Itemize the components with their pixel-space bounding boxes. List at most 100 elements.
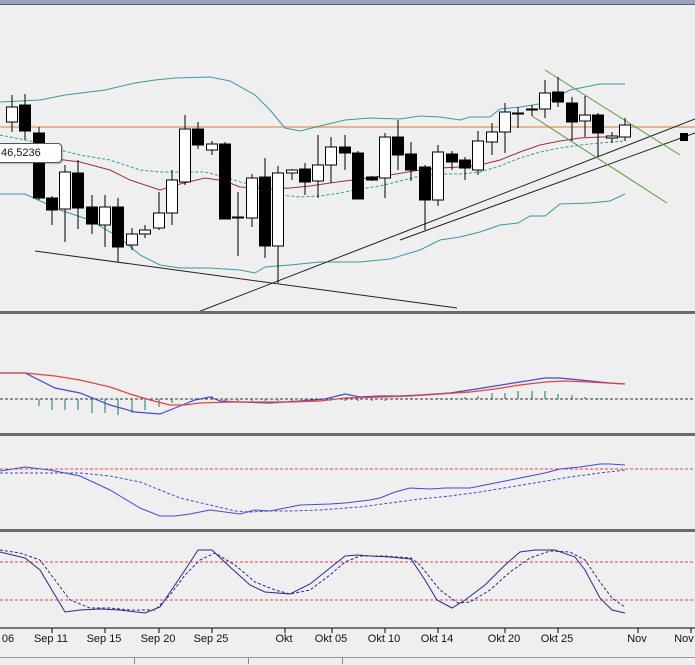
candlestick [592,113,604,157]
candle-body-bearish [405,153,417,171]
candlestick [379,133,391,198]
candle-body-bearish [446,153,458,163]
macd-panel[interactable] [0,372,695,415]
candle-body-bullish [153,212,165,229]
price-panel[interactable] [0,69,695,313]
candle-body-bullish [166,179,178,214]
oscillator-panel[interactable] [0,463,695,517]
candlestick [526,105,538,116]
x-axis-label: Sep 15 [86,633,122,645]
candle-body-bullish [579,114,591,122]
x-axis-label: Nov [674,633,694,645]
candlestick [566,97,578,141]
candle-body-bullish [126,233,138,246]
candlestick [126,228,138,250]
candle-body-bullish [6,106,18,123]
candle-body-bullish [139,229,151,235]
candle-body-bearish [19,104,31,132]
candle-body-bullish [59,171,71,210]
candle-body-bearish [46,197,58,211]
x-axis-label: Okt 20 [487,633,521,645]
candlestick [72,160,84,229]
candlestick [552,77,564,107]
candle-body-bullish [99,206,111,226]
candle-body-bullish [379,136,391,179]
candlestick [179,115,191,185]
candlestick [472,131,484,175]
candle-body-bullish [512,112,524,115]
x-axis-label: Okt 10 [367,633,401,645]
status-divider [248,658,249,664]
candlestick [619,118,631,141]
candle-body-bearish [33,132,45,199]
candlestick [339,135,351,170]
candle-body-bullish [472,140,484,171]
candlestick [19,94,31,140]
trendline [34,250,458,309]
candle-body-bullish [432,151,444,201]
candle-body-bullish [206,143,218,151]
last-price-marker [680,133,688,141]
stochastic-panel[interactable] [0,549,695,614]
panel-separator[interactable] [0,311,695,314]
x-axis-label: Sep 11 [33,633,69,645]
price-tooltip: 46,5236 [0,143,62,163]
candle-body-bullish [539,92,551,110]
candlestick [192,122,204,149]
oscillator-main-line [0,463,626,517]
candlestick [166,170,178,225]
candle-body-bearish [299,168,311,183]
candle-body-bearish [192,128,204,146]
candle-body-bearish [352,152,364,200]
candlestick [99,195,111,247]
candle-body-bullish [325,146,337,166]
candlestick [139,225,151,238]
candlestick [299,163,311,195]
status-divider [134,658,135,664]
x-axis-label: Nov [627,633,647,645]
candle-body-bearish [232,216,244,219]
oscillator-signal-line [0,469,626,513]
macd-macd-line [0,372,626,415]
candlestick [86,195,98,234]
candlestick [606,132,618,143]
candlestick [33,127,45,200]
bollinger-lower-band [0,193,626,274]
candlestick [246,174,258,227]
candlestick [486,123,498,155]
x-axis-label: Okt 25 [540,633,574,645]
window-title-bar [0,0,695,5]
candlestick [366,176,378,181]
candlestick [219,142,231,220]
trendline [531,115,668,204]
candle-body-bullish [606,135,618,139]
candle-body-bullish [526,108,538,111]
panel-separator[interactable] [0,433,695,436]
candlestick [6,95,18,132]
candlestick [459,157,471,180]
candle-body-bearish [566,102,578,123]
trendline [197,118,695,313]
moving-average-dashed [0,134,626,198]
candlestick [419,165,431,230]
candle-body-bullish [272,172,284,247]
candle-body-bearish [219,143,231,220]
candlestick [59,165,71,242]
trendline [399,132,695,241]
macd-signal-line [0,372,626,406]
candle-body-bearish [459,159,471,169]
candlestick [392,120,404,170]
x-axis-label: Sep 20 [140,633,176,645]
candlestick [512,107,524,128]
candlestick [153,192,165,230]
candle-body-bullish [499,111,511,133]
panel-separator[interactable] [0,529,695,532]
candlestick [232,192,244,256]
candlestick [206,141,218,155]
candle-body-bullish [486,131,498,143]
candlestick [325,137,337,183]
candle-body-bearish [592,114,604,134]
candlestick [539,80,551,118]
candle-body-bearish [552,91,564,103]
